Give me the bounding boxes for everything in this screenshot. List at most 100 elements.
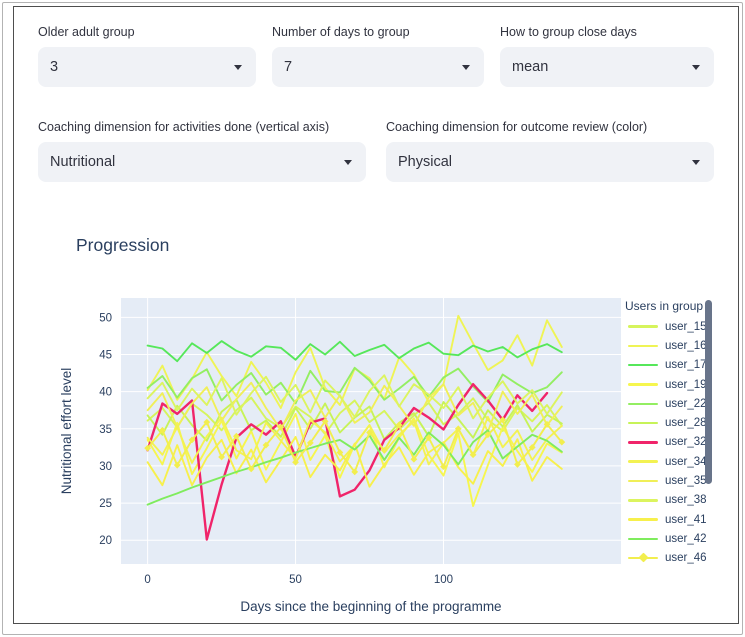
marker-diamond [262, 441, 270, 449]
x-tick-label: 0 [144, 574, 150, 586]
legend-swatch-icon [628, 537, 658, 541]
color-dimension-select[interactable]: Physical [386, 142, 714, 182]
y-tick-label: 25 [99, 498, 112, 510]
legend-item-user_17[interactable]: user_17 [619, 356, 719, 375]
legend-item-user_38[interactable]: user_38 [619, 491, 719, 510]
legend-title: Users in group [625, 299, 704, 313]
legend-swatch-icon [628, 499, 658, 502]
legend-item-user_15[interactable]: user_15 [619, 317, 719, 336]
legend-swatch-icon [628, 383, 658, 386]
legend-label: user_38 [665, 494, 707, 507]
legend-swatch-icon [628, 479, 658, 483]
marker-diamond [203, 418, 211, 426]
legend-swatch-icon [628, 441, 658, 444]
legend-label: user_22 [665, 397, 707, 410]
control-days-to-group: Number of days to group 7 [272, 23, 484, 87]
legend-item-user_46[interactable]: user_46 [619, 549, 719, 568]
chevron-down-icon [344, 159, 352, 165]
control-older-adult-group: Older adult group 3 [38, 23, 256, 87]
legend-label: user_19 [665, 378, 707, 391]
legend-item-user_32[interactable]: user_32 [619, 433, 719, 452]
y-tick-label: 20 [99, 535, 112, 547]
marker-diamond [558, 438, 566, 446]
control-color-dimension: Coaching dimension for outcome review (c… [386, 118, 714, 182]
y-axis-title: Nutritional effort level [59, 368, 74, 495]
legend-item-user_19[interactable]: user_19 [619, 375, 719, 394]
x-tick-label: 50 [289, 574, 302, 586]
vertical-axis-dimension-select[interactable]: Nutritional [38, 142, 366, 182]
group-method-select[interactable]: mean [500, 47, 714, 87]
marker-diamond [336, 449, 344, 456]
marker-diamond [351, 468, 359, 476]
legend-label: user_16 [665, 339, 707, 352]
marker-diamond [247, 465, 255, 473]
legend-item-user_22[interactable]: user_22 [619, 394, 719, 413]
legend-item-user_34[interactable]: user_34 [619, 452, 719, 471]
series-line-user_32[interactable] [146, 382, 549, 541]
control-vertical-axis-dimension: Coaching dimension for activities done (… [38, 118, 366, 182]
days-to-group-value: 7 [284, 59, 293, 75]
group-method-label: How to group close days [500, 25, 637, 39]
marker-diamond [159, 426, 166, 434]
days-to-group-select[interactable]: 7 [272, 47, 484, 87]
legend-label: user_15 [665, 320, 707, 333]
legend-marker-diamond-icon [638, 553, 649, 563]
legend-label: user_28 [665, 417, 707, 430]
legend-label: user_34 [665, 455, 707, 468]
progression-line-chart[interactable]: 20 25 30 35 40 45 50 0 50 100 Nutritional effort l… [41, 291, 721, 621]
legend-swatch-icon [628, 460, 658, 463]
chevron-down-icon [462, 64, 470, 70]
legend-label: user_17 [665, 359, 707, 372]
marker-diamond [469, 451, 477, 459]
legend-swatch-icon [628, 553, 658, 563]
legend-item-user_42[interactable]: user_42 [619, 529, 719, 548]
group-method-value: mean [512, 59, 549, 75]
series-line-user_35[interactable] [146, 381, 563, 433]
marker-diamond [321, 417, 329, 425]
chart-title: Progression [76, 235, 170, 255]
legend-item-user_28[interactable]: user_28 [619, 413, 719, 432]
chevron-down-icon [692, 64, 700, 70]
legend-swatch-icon [628, 402, 658, 406]
legend-swatch-icon [628, 518, 658, 521]
legend-swatch-icon [628, 421, 658, 425]
vertical-axis-dimension-value: Nutritional [50, 154, 116, 170]
older-adult-group-select[interactable]: 3 [38, 47, 256, 87]
marker-diamond [380, 446, 388, 454]
days-to-group-label: Number of days to group [272, 25, 410, 39]
vertical-axis-dimension-label: Coaching dimension for activities done (… [38, 120, 330, 134]
marker-diamond [188, 436, 196, 444]
marker-diamond [395, 421, 403, 429]
legend-swatch-icon [628, 363, 658, 367]
marker-diamond [410, 455, 418, 463]
legend-items: user_15 user_16 user_17 user_19 user_22 user_… [619, 317, 719, 568]
legend-item-user_35[interactable]: user_35 [619, 471, 719, 490]
marker-diamond [218, 453, 225, 461]
marker-diamond [454, 425, 462, 433]
controls-panel: Older adult group 3 Number of days to gr… [14, 23, 738, 182]
marker-diamond [484, 431, 492, 439]
older-adult-group-label: Older adult group [38, 25, 135, 39]
y-tick-label: 40 [99, 387, 112, 399]
legend-scrollbar[interactable] [705, 300, 712, 484]
legend-swatch-icon [628, 344, 658, 348]
marker-diamond [425, 434, 433, 442]
legend-label: user_35 [665, 475, 707, 488]
legend-label: user_42 [665, 532, 707, 545]
y-tick-label: 30 [99, 461, 112, 473]
older-adult-group-value: 3 [50, 59, 59, 75]
x-axis-title: Days since the beginning of the programm… [240, 599, 501, 614]
legend-label: user_32 [665, 436, 707, 449]
y-tick-label: 50 [99, 312, 112, 324]
legend-item-user_16[interactable]: user_16 [619, 336, 719, 355]
series-line-user_42[interactable] [146, 429, 563, 506]
y-tick-label: 35 [99, 424, 112, 436]
series-line-user_17[interactable] [146, 340, 563, 363]
legend-label: user_46 [665, 552, 707, 565]
series-line-user_38[interactable] [146, 374, 563, 420]
color-dimension-label: Coaching dimension for outcome review (c… [386, 120, 648, 134]
marker-diamond [306, 439, 314, 447]
legend-item-user_41[interactable]: user_41 [619, 510, 719, 529]
color-dimension-value: Physical [398, 154, 452, 170]
marker-diamond [144, 444, 152, 452]
